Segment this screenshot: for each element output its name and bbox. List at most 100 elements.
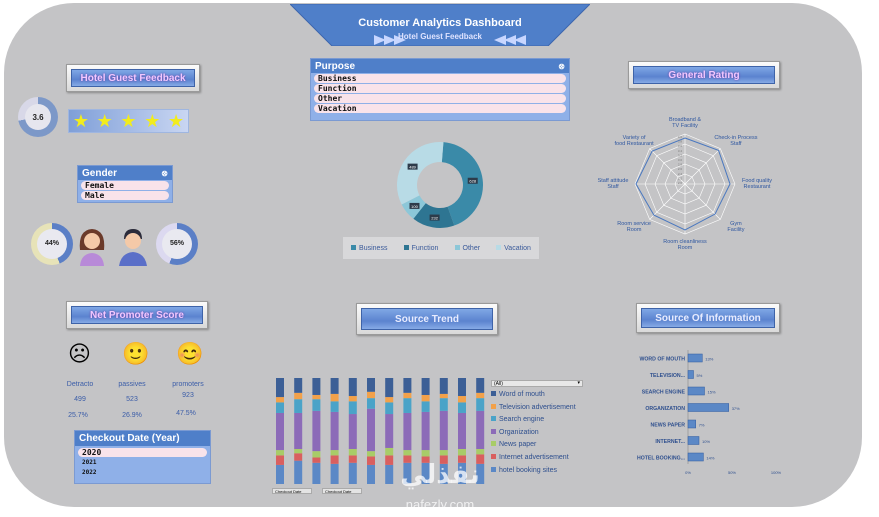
- legend-swatch: [403, 244, 409, 250]
- trend-bar-segment: [403, 462, 412, 484]
- nps-count-passives: 523: [126, 396, 138, 403]
- trend-bar-segment: [367, 408, 375, 452]
- star-icon: ★: [72, 111, 89, 131]
- radar-spoke: [684, 148, 721, 185]
- source-category-label: ORGANIZATION: [645, 406, 685, 412]
- trend-legend-item: News paper: [491, 441, 587, 454]
- trend-bar-segment: [330, 378, 339, 394]
- sad-face-icon: ☹: [68, 341, 91, 366]
- source-value-label: 10%: [702, 439, 710, 444]
- source-trend-title: Source Trend: [395, 313, 459, 325]
- source-info-title: Source Of Information: [655, 312, 761, 324]
- trend-bar-segment: [276, 378, 284, 398]
- slicer-item-other[interactable]: Other: [314, 94, 566, 103]
- trend-bar-segment: [330, 401, 339, 412]
- slicer-item-2021[interactable]: 2021: [82, 459, 97, 466]
- radar-tick-label: 3.2: [678, 153, 683, 157]
- trend-bar-segment: [385, 455, 394, 465]
- trend-bar-segment: [367, 391, 375, 399]
- trend-bar-segment: [439, 455, 448, 464]
- slicer-item-business[interactable]: Business: [314, 74, 566, 83]
- trend-dropdown[interactable]: (All) ▾: [491, 380, 583, 387]
- trend-bar-segment: [439, 450, 448, 456]
- source-category-label: NEWS PAPER: [651, 423, 686, 429]
- slicer-item-male[interactable]: Male: [81, 191, 169, 200]
- radar-tick-label: 2.4: [678, 172, 683, 176]
- trend-bar-segment: [348, 449, 357, 456]
- trend-bar-segment: [330, 450, 339, 456]
- trend-bar-segment: [330, 463, 339, 484]
- legend-swatch: [491, 428, 496, 434]
- slicer-item-female[interactable]: Female: [81, 181, 169, 190]
- trend-bar-segment: [294, 392, 303, 400]
- donut-legend-item: Vacation: [496, 244, 531, 252]
- checkout-year-slicer[interactable]: Checkout Date (Year) 2020 2021 2022: [74, 430, 211, 484]
- purpose-slicer[interactable]: Purpose ⊗ Business Function Other Vacatio…: [310, 58, 570, 121]
- source-bar: [687, 436, 700, 445]
- nps-title: Net Promoter Score: [90, 309, 184, 321]
- trend-bar-segment: [312, 462, 321, 484]
- trend-bar-segment: [367, 378, 375, 392]
- gender-slicer[interactable]: Gender ⊗ Female Male: [77, 165, 173, 203]
- clear-filter-icon[interactable]: ⊗: [558, 61, 565, 71]
- rating-value: 3.6: [32, 113, 44, 122]
- donut-label-box: [409, 202, 420, 209]
- donut-label-box: [467, 177, 478, 184]
- star-icon: ★: [168, 111, 185, 131]
- source-value-label: 5%: [697, 373, 703, 378]
- chevron-down-icon[interactable]: ▾: [577, 380, 580, 386]
- trend-bar-segment: [312, 457, 321, 463]
- trend-bar-segment: [458, 462, 466, 484]
- trend-legend-item: Organization: [491, 428, 587, 442]
- donut-label: 628: [469, 179, 476, 184]
- trend-bar-segment: [294, 453, 303, 461]
- checkout-filter-2[interactable]: Checkout Date: [322, 488, 362, 494]
- source-bar: [687, 419, 696, 429]
- trend-bar-segment: [312, 410, 321, 452]
- slicer-item-function[interactable]: Function: [314, 84, 566, 93]
- radar-axis-label: Room service Room: [617, 221, 651, 233]
- trend-bar-segment: [294, 378, 303, 393]
- trend-bar-segment: [367, 398, 375, 409]
- slicer-item-2022[interactable]: 2022: [82, 469, 97, 476]
- trend-bar-segment: [294, 412, 303, 450]
- source-category-label: INTERNET...: [655, 439, 685, 445]
- legend-swatch: [491, 453, 496, 459]
- page-title: Customer Analytics Dashboard: [358, 17, 522, 29]
- trend-bar-segment: [294, 460, 303, 484]
- trend-bar-segment: [439, 398, 448, 411]
- trend-legend-item: Internet advertisement: [491, 453, 587, 467]
- trend-bar-segment: [276, 402, 284, 413]
- trend-bar-segment: [421, 462, 430, 484]
- donut-legend-item: Other: [454, 244, 480, 252]
- trend-bar-segment: [276, 450, 284, 456]
- radar-axis-label: Check-in Process Staff: [714, 135, 757, 147]
- legend-swatch: [491, 441, 496, 447]
- purpose-donut-chart: 628 232 100 489: [397, 142, 483, 228]
- donut-legend-item: Business: [351, 244, 387, 252]
- source-bar: [687, 386, 705, 396]
- slicer-item-vacation[interactable]: Vacation: [314, 104, 566, 113]
- donut-label-box: [429, 214, 440, 221]
- slicer-item-2020[interactable]: 2020: [78, 448, 207, 457]
- trend-bar-segment: [403, 450, 412, 456]
- happy-face-icon: 😊: [176, 341, 204, 366]
- clear-filter-icon[interactable]: ⊗: [161, 168, 168, 178]
- general-rating-title: General Rating: [668, 69, 740, 81]
- trend-bar-segment: [421, 394, 430, 402]
- nps-count-detractors: 499: [74, 396, 86, 403]
- checkout-filter-1[interactable]: Checkout Date: [272, 488, 312, 494]
- legend-swatch: [491, 403, 496, 409]
- feedback-title: Hotel Guest Feedback: [80, 72, 186, 84]
- legend-swatch: [351, 244, 357, 250]
- trend-bar-segment: [439, 410, 448, 451]
- nps-pct-promoters: 47.5%: [176, 410, 196, 417]
- donut-slice: [397, 142, 444, 205]
- trend-bar-segment: [385, 402, 394, 415]
- source-value-label: 7%: [699, 423, 705, 428]
- trend-bar-segment: [403, 398, 412, 413]
- trend-bar-segment: [367, 464, 375, 484]
- radar-axis-label: Food quality Restaurant: [742, 178, 772, 190]
- trend-bar-segment: [385, 464, 394, 484]
- trend-bar-segment: [458, 378, 466, 397]
